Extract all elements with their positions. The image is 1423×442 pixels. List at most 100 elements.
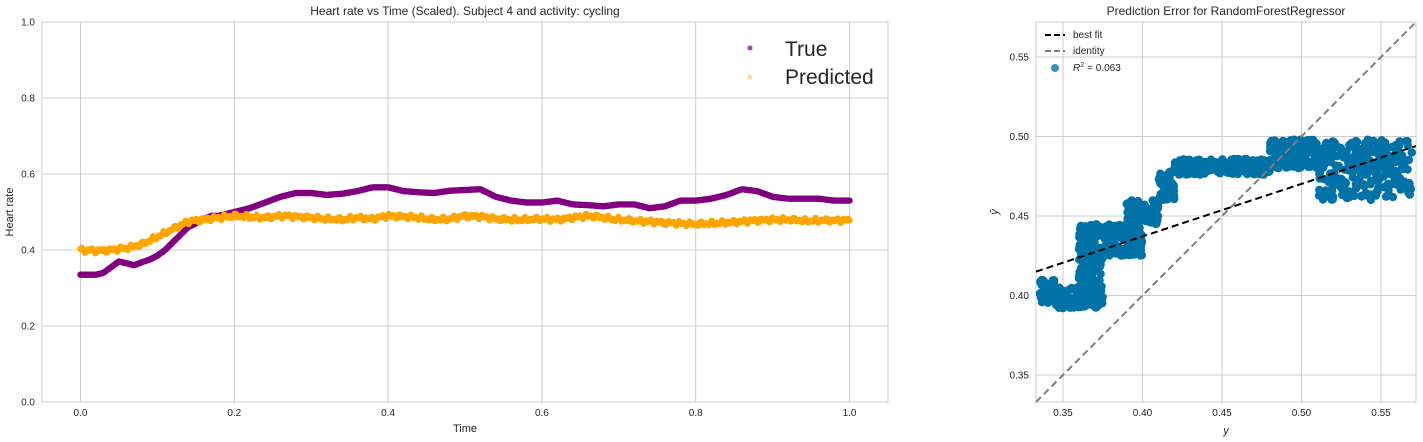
right-y-tick-label: 0.35	[1010, 370, 1030, 381]
data-point	[1388, 152, 1398, 161]
legend-best-fit-label: best fit	[1073, 30, 1103, 41]
data-point	[1328, 178, 1337, 187]
data-point	[1127, 196, 1136, 205]
data-point	[1352, 137, 1362, 147]
data-point	[1405, 179, 1414, 188]
data-point	[1094, 295, 1103, 304]
data-point	[1105, 248, 1114, 257]
data-point	[1334, 150, 1344, 160]
data-point	[1045, 281, 1055, 290]
left-x-tick-label: 0.0	[74, 408, 88, 419]
data-point	[1095, 222, 1104, 231]
right-lines	[1035, 21, 1417, 403]
legend-identity-label: identity	[1073, 46, 1105, 57]
data-point	[1147, 212, 1156, 221]
data-point	[1043, 298, 1053, 307]
data-point	[1092, 279, 1102, 289]
legend-predicted-label: Predicted	[785, 66, 874, 89]
data-point	[1357, 192, 1366, 201]
legend-true-label: True	[785, 38, 827, 61]
left-x-tick-label: 0.2	[227, 408, 241, 419]
data-point	[1399, 164, 1408, 174]
data-point	[1126, 215, 1136, 225]
right-y-tick-label: 0.40	[1010, 291, 1030, 302]
data-point	[1289, 155, 1299, 164]
legend-true-marker	[747, 45, 753, 51]
right-x-tick-label: 0.40	[1133, 408, 1153, 419]
data-point	[1087, 270, 1097, 279]
data-point	[1302, 158, 1311, 167]
data-point	[1153, 204, 1163, 213]
data-point	[1391, 140, 1401, 150]
left-tick-labels: 0.0 0.2 0.4 0.6 0.8 1.0 0.0 0.2 0.4 0.6 0.8 1.0	[21, 18, 857, 420]
right-chart-title: Prediction Error for RandomForestRegress…	[1107, 4, 1346, 18]
data-point	[1289, 162, 1298, 171]
right-scatter-points	[1035, 135, 1417, 313]
left-y-tick-label: 0.4	[21, 246, 35, 257]
data-point	[1120, 251, 1129, 260]
data-point	[1163, 171, 1173, 180]
data-point	[1093, 231, 1103, 240]
data-point	[1079, 264, 1089, 274]
left-grid	[42, 21, 888, 403]
data-point	[1352, 182, 1362, 192]
left-y-tick-label: 0.2	[21, 322, 35, 333]
data-point	[1137, 213, 1147, 222]
data-point	[1039, 276, 1048, 285]
right-x-tick-label: 0.35	[1053, 408, 1073, 419]
point-cluster	[1170, 154, 1274, 179]
data-point	[1358, 155, 1368, 164]
data-point	[1078, 232, 1088, 241]
data-point	[1246, 158, 1255, 168]
identity-line	[1035, 21, 1417, 403]
data-point	[1316, 157, 1325, 166]
data-point	[1276, 148, 1285, 157]
data-point	[1076, 225, 1085, 234]
data-point	[1233, 169, 1243, 179]
data-point	[1165, 179, 1174, 188]
data-point	[1331, 161, 1340, 170]
data-point	[1363, 190, 1373, 199]
data-point	[1137, 235, 1146, 244]
right-tick-labels: 0.35 0.40 0.45 0.50 0.55 0.35 0.40 0.45 0.50 0.55	[1010, 52, 1392, 419]
data-point	[1313, 143, 1323, 153]
data-point	[1237, 157, 1246, 166]
data-point	[1195, 166, 1204, 175]
data-point	[1336, 177, 1345, 186]
data-point	[1281, 162, 1291, 172]
data-point	[1084, 224, 1093, 233]
data-point	[1281, 137, 1290, 147]
right-y-tick-label: 0.55	[1010, 52, 1030, 63]
legend-r2-marker	[1051, 64, 1059, 72]
data-point	[1126, 209, 1135, 218]
data-point	[1359, 166, 1369, 176]
left-y-tick-label: 0.6	[21, 170, 35, 181]
data-point	[1238, 164, 1248, 173]
data-point	[1388, 192, 1398, 202]
data-point	[1090, 238, 1099, 247]
left-chart-title: Heart rate vs Time (Scaled). Subject 4 a…	[310, 4, 619, 18]
best-fit-line	[1035, 145, 1417, 273]
data-point	[1222, 163, 1231, 172]
point-cluster	[1075, 220, 1147, 260]
series-predicted	[77, 210, 853, 257]
data-point	[1268, 155, 1278, 164]
left-x-tick-label: 0.6	[535, 408, 549, 419]
left-x-axis-label: Time	[453, 423, 477, 435]
data-point	[1369, 165, 1378, 174]
data-point	[1119, 225, 1128, 234]
data-point	[1200, 157, 1210, 167]
right-x-tick-label: 0.50	[1292, 408, 1312, 419]
right-x-tick-label: 0.45	[1212, 408, 1232, 419]
data-point	[1271, 137, 1280, 147]
data-point	[1388, 179, 1397, 189]
data-point	[1374, 141, 1383, 150]
left-y-tick-label: 0.0	[21, 398, 35, 409]
left-x-tick-label: 0.8	[689, 408, 703, 419]
data-point	[1356, 145, 1366, 155]
data-point	[1062, 293, 1071, 302]
data-point	[1215, 163, 1224, 172]
legend-r2-label: R2 = 0.063	[1073, 62, 1121, 74]
data-point	[1204, 164, 1213, 173]
